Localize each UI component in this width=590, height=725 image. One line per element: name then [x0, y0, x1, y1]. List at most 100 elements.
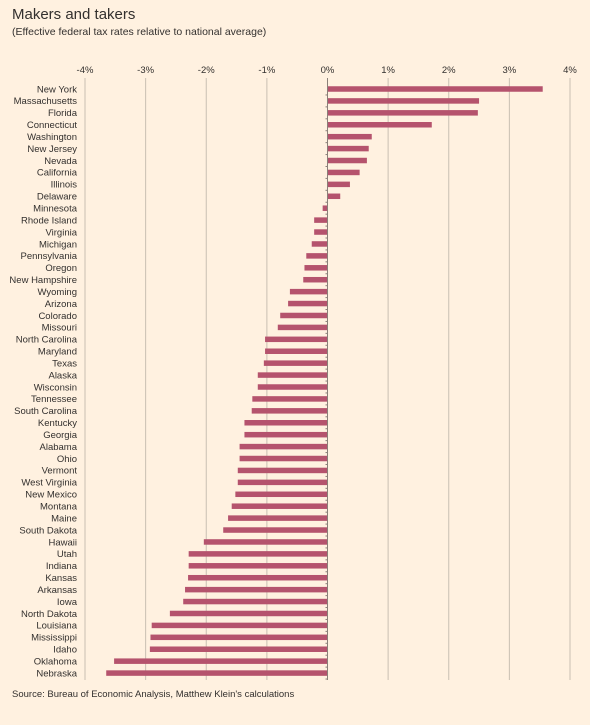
category-label: South Carolina	[14, 406, 78, 417]
category-label: Utah	[57, 549, 77, 560]
bar	[263, 360, 328, 366]
category-label: Kentucky	[38, 418, 77, 429]
category-label: Nebraska	[36, 668, 77, 679]
category-label: Arizona	[45, 299, 78, 310]
bar	[149, 646, 328, 652]
source-note: Source: Bureau of Economic Analysis, Mat…	[12, 689, 295, 700]
category-label: Delaware	[37, 192, 77, 203]
category-label: Florida	[48, 108, 78, 119]
category-label: Kansas	[45, 573, 77, 584]
bar	[265, 336, 328, 343]
bar	[306, 253, 328, 259]
bar	[150, 634, 328, 641]
bar	[327, 145, 369, 152]
x-tick-label: -1%	[258, 65, 275, 76]
bar	[265, 348, 328, 354]
bar	[252, 396, 328, 402]
category-label: Arkansas	[37, 585, 77, 596]
category-label: Hawaii	[48, 537, 77, 548]
bar	[106, 670, 328, 676]
bar	[327, 98, 480, 104]
category-label: Virginia	[45, 227, 77, 238]
category-label: Idaho	[53, 645, 77, 656]
bar	[114, 658, 328, 664]
category-label: Alaska	[48, 370, 77, 381]
bar	[235, 491, 328, 498]
bar	[188, 551, 328, 557]
bar	[327, 157, 367, 164]
category-label: Massachusetts	[14, 96, 78, 107]
category-label: Maine	[51, 513, 77, 524]
bar	[231, 503, 328, 509]
bar	[327, 181, 350, 188]
category-label: Mississippi	[31, 633, 77, 644]
category-label: North Carolina	[16, 335, 78, 346]
bar	[244, 420, 328, 426]
category-label: Rhode Island	[21, 215, 77, 226]
bar	[288, 300, 328, 307]
category-label: Colorado	[38, 311, 77, 322]
category-label: New Hampshire	[9, 275, 77, 286]
bar	[327, 122, 432, 128]
bar	[289, 288, 328, 295]
category-label: Nevada	[44, 156, 77, 167]
bar	[228, 515, 328, 521]
bar	[327, 86, 543, 92]
x-tick-label: 1%	[381, 65, 395, 76]
chart-subtitle: (Effective federal tax rates relative to…	[12, 26, 267, 38]
category-label: California	[37, 168, 78, 179]
bar	[169, 610, 328, 617]
category-label: Connecticut	[27, 120, 78, 131]
category-label: Minnesota	[33, 204, 78, 215]
bar	[257, 384, 328, 390]
bar	[311, 241, 328, 247]
category-label: Oklahoma	[34, 656, 78, 667]
category-label: New York	[37, 84, 77, 95]
bar	[244, 431, 328, 438]
category-label: Tennessee	[31, 394, 77, 405]
category-label: Illinois	[51, 180, 78, 191]
category-label: Iowa	[57, 597, 78, 608]
category-label: South Dakota	[19, 525, 77, 536]
bar	[237, 479, 328, 486]
x-tick-label: -4%	[77, 65, 94, 76]
x-tick-label: -2%	[198, 65, 215, 76]
bar	[185, 586, 328, 593]
category-label: West Virginia	[21, 478, 77, 489]
x-tick-label: 3%	[503, 65, 517, 76]
category-label: Montana	[40, 502, 78, 513]
category-label: Ohio	[57, 454, 77, 465]
bar	[237, 467, 328, 474]
category-label: North Dakota	[21, 609, 78, 620]
bar	[277, 324, 328, 331]
category-label: Texas	[52, 358, 77, 369]
bar	[327, 169, 360, 176]
category-label: New Mexico	[25, 490, 77, 501]
category-label: Maryland	[38, 347, 77, 358]
bar	[303, 276, 328, 283]
category-label: New Jersey	[27, 144, 77, 155]
category-label: Vermont	[42, 466, 78, 477]
bar	[251, 408, 328, 414]
category-label: Louisiana	[36, 621, 77, 632]
bar	[280, 312, 328, 319]
bar	[327, 133, 372, 140]
bar	[239, 443, 328, 450]
bar	[188, 574, 328, 581]
category-label: Wisconsin	[34, 382, 77, 393]
bar	[327, 193, 341, 200]
category-label: Georgia	[43, 430, 78, 441]
bar	[203, 539, 328, 545]
bar	[304, 265, 328, 271]
bar	[188, 563, 328, 569]
category-label: Alabama	[40, 442, 78, 453]
bar	[327, 110, 478, 116]
x-tick-label: 0%	[321, 65, 335, 76]
bar	[151, 622, 328, 629]
bar	[183, 598, 328, 605]
chart-title: Makers and takers	[12, 6, 136, 23]
category-label: Washington	[27, 132, 77, 143]
bar	[322, 205, 328, 211]
bar	[239, 455, 328, 462]
